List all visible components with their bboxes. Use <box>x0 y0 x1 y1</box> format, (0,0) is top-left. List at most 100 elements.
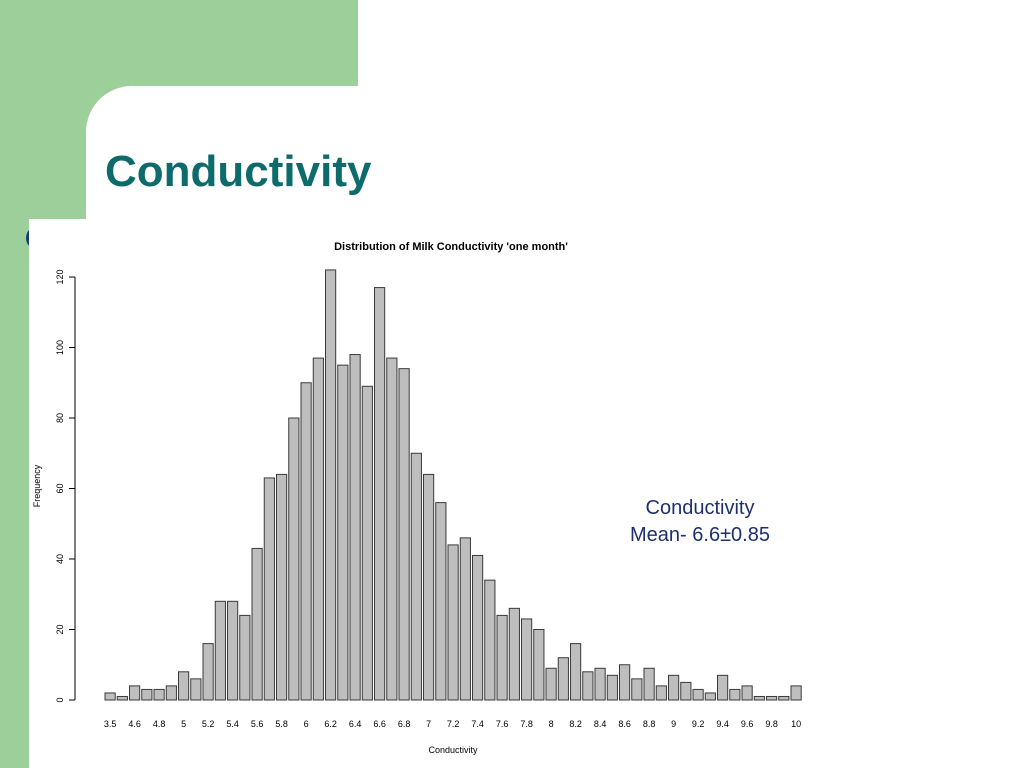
x-tick-labels: 3.5 4.6 4.8 5 5.2 5.4 5.6 5.8 6 6.2 6.4 6.6 6.8 7 7.2 7… <box>104 719 801 729</box>
x-tick-label: 6 <box>304 719 309 729</box>
x-tick-label: 5.8 <box>275 719 288 729</box>
bar-6.7 <box>386 357 398 701</box>
x-tick-label: 5.4 <box>226 719 239 729</box>
y-tick-label: 100 <box>55 340 65 355</box>
bar-7.9 <box>533 629 545 701</box>
bar-8.1 <box>557 657 569 701</box>
x-tick-label: 7.2 <box>447 719 460 729</box>
bar-6.1 <box>312 357 324 701</box>
x-tick-label: 4.6 <box>128 719 141 729</box>
bar-7.2 <box>447 544 459 701</box>
bar-9.5 <box>729 688 741 701</box>
x-tick-label: 5 <box>181 719 186 729</box>
y-tick-label: 120 <box>55 269 65 284</box>
y-tick-label: 20 <box>55 624 65 634</box>
x-tick-label: 9.2 <box>692 719 705 729</box>
y-tick-label: 0 <box>55 697 65 702</box>
bar-9 <box>668 674 680 701</box>
bar-5.4 <box>227 600 239 701</box>
x-tick-label: 7 <box>426 719 431 729</box>
x-tick-label: 3.5 <box>104 719 117 729</box>
x-tick-label: 8.8 <box>643 719 656 729</box>
bar-5.6 <box>251 547 263 701</box>
y-tick-label: 60 <box>55 483 65 493</box>
y-tick-label: 40 <box>55 554 65 564</box>
x-tick-label: 6.2 <box>324 719 337 729</box>
x-tick-label: 9.6 <box>741 719 754 729</box>
histogram-chart: Distribution of Milk Conductivity 'one m… <box>32 241 802 755</box>
bar-8.9 <box>655 685 667 701</box>
bar-7.7 <box>508 607 520 701</box>
x-tick-label: 8.2 <box>569 719 582 729</box>
annotation-line-1: Conductivity <box>645 497 755 519</box>
bar-5.9 <box>288 417 300 701</box>
x-tick-label: 6.8 <box>398 719 411 729</box>
bars <box>104 269 802 701</box>
x-tick-label: 9 <box>671 719 676 729</box>
bar-4.7 <box>141 688 153 701</box>
bar-10 <box>790 685 802 701</box>
bar-5 <box>178 671 190 701</box>
x-tick-label: 8.6 <box>618 719 631 729</box>
slide-title: Conductivity <box>105 147 372 196</box>
bar-7.1 <box>435 502 447 701</box>
bar-5.5 <box>239 614 251 701</box>
bar-6.6 <box>374 287 386 701</box>
bar-6.2 <box>325 269 337 701</box>
bar-4.6 <box>129 685 141 701</box>
bar-9.3 <box>704 692 716 701</box>
x-tick-label: 7.8 <box>520 719 533 729</box>
bar-8.2 <box>570 643 582 701</box>
x-tick-label: 10 <box>791 719 801 729</box>
bar-8 <box>545 667 557 701</box>
bar-6.3 <box>337 364 349 701</box>
bar-6.5 <box>361 385 373 701</box>
bar-6 <box>300 382 312 701</box>
y-axis-label: Frequency <box>32 464 42 507</box>
bar-9.8 <box>766 695 778 701</box>
bar-9.7 <box>753 695 765 701</box>
x-tick-label: 8 <box>549 719 554 729</box>
bar-9.2 <box>692 688 704 701</box>
bar-8.8 <box>643 667 655 701</box>
x-tick-label: 6.4 <box>349 719 362 729</box>
annotation-line-2: Mean- 6.6±0.85 <box>630 524 770 546</box>
bar-6.8 <box>398 368 410 701</box>
bar-7 <box>423 473 435 701</box>
bar-4.9 <box>165 685 177 701</box>
mean-annotation: Conductivity Mean- 6.6±0.85 <box>600 495 800 549</box>
bar-9.1 <box>680 681 692 701</box>
y-axis: 0 20 40 60 80 100 120 <box>55 269 76 703</box>
bar-7.4 <box>472 554 484 701</box>
x-tick-label: 5.2 <box>202 719 215 729</box>
chart-area: Distribution of Milk Conductivity 'one m… <box>29 219 829 768</box>
x-tick-label: 7.4 <box>471 719 484 729</box>
x-axis-label: Conductivity <box>428 745 478 755</box>
bar-3.5 <box>104 692 116 701</box>
bar-8.4 <box>594 667 606 701</box>
y-tick-label: 80 <box>55 413 65 423</box>
bar-7.6 <box>496 614 508 701</box>
bar-4.8 <box>153 688 165 701</box>
bar-4.5 <box>116 695 128 701</box>
bar-7.5 <box>484 579 496 701</box>
bar-5.1 <box>190 678 202 701</box>
bar-8.3 <box>582 671 594 701</box>
x-tick-label: 8.4 <box>594 719 607 729</box>
bar-6.4 <box>349 354 361 701</box>
x-tick-label: 9.4 <box>716 719 729 729</box>
bar-5.7 <box>263 477 275 701</box>
bar-5.8 <box>276 473 288 701</box>
x-tick-label: 6.6 <box>373 719 386 729</box>
x-tick-label: 4.8 <box>153 719 166 729</box>
chart-title: Distribution of Milk Conductivity 'one m… <box>334 241 568 253</box>
bar-6.9 <box>410 452 422 701</box>
bar-7.3 <box>459 537 471 701</box>
bar-5.3 <box>214 600 226 701</box>
bar-5.2 <box>202 643 214 701</box>
x-tick-label: 9.8 <box>765 719 778 729</box>
bar-7.8 <box>521 618 533 701</box>
bar-9.4 <box>717 674 729 701</box>
bar-8.5 <box>606 674 618 701</box>
bar-8.7 <box>631 678 643 701</box>
